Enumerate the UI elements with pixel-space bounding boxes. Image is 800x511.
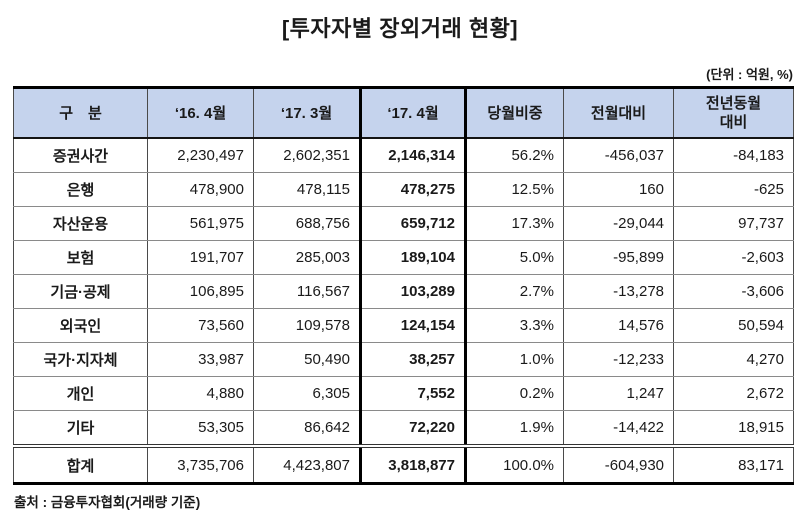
cell-yoy-change: 2,672 [673, 376, 794, 411]
cell-yoy-change: -3,606 [673, 274, 794, 309]
cell-apr2017: 124,154 [359, 308, 467, 343]
cell-share: 12.5% [465, 172, 564, 207]
cell-mom-change: -29,044 [563, 206, 674, 241]
row-label: 보험 [13, 240, 148, 275]
row-label: 외국인 [13, 308, 148, 343]
cell-share: 17.3% [465, 206, 564, 241]
cell-mar2017: 86,642 [253, 410, 361, 447]
cell-share: 0.2% [465, 376, 564, 411]
cell-apr2017: 103,289 [359, 274, 467, 309]
cell-apr2017: 7,552 [359, 376, 467, 411]
report-page: [투자자별 장외거래 현황] (단위 : 억원, %) 구 분 ‘16. 4월 … [0, 11, 800, 511]
total-row: 합계 3,735,706 4,423,807 3,818,877 100.0% … [13, 444, 794, 485]
row-label: 국가·지자체 [13, 342, 148, 377]
table-row-insurance: 보험 191,707 285,003 189,104 5.0% -95,899 … [13, 240, 794, 275]
table-row-government: 국가·지자체 33,987 50,490 38,257 1.0% -12,233… [13, 342, 794, 377]
cell-mar2017: 6,305 [253, 376, 361, 411]
cell-apr2016: 4,880 [147, 376, 254, 411]
cell-mom-change: -13,278 [563, 274, 674, 309]
table-row-others: 기타 53,305 86,642 72,220 1.9% -14,422 18,… [13, 410, 794, 447]
row-label: 자산운용 [13, 206, 148, 241]
table-row-banks: 은행 478,900 478,115 478,275 12.5% 160 -62… [13, 172, 794, 207]
cell-apr2017: 189,104 [359, 240, 467, 275]
cell-apr2016-total: 3,735,706 [147, 444, 254, 485]
col-header-apr2017-highlighted: ‘17. 4월 [359, 86, 467, 139]
row-label: 기금·공제 [13, 274, 148, 309]
cell-mom-change-total: -604,930 [563, 444, 674, 485]
col-header-mom-change: 전월대비 [563, 86, 674, 139]
cell-apr2017-total: 3,818,877 [359, 444, 467, 485]
cell-mom-change: -456,037 [563, 137, 674, 173]
cell-apr2017: 478,275 [359, 172, 467, 207]
table-row-foreigners: 외국인 73,560 109,578 124,154 3.3% 14,576 5… [13, 308, 794, 343]
cell-mar2017: 116,567 [253, 274, 361, 309]
cell-apr2016: 191,707 [147, 240, 254, 275]
row-label: 증권사간 [13, 137, 148, 173]
cell-yoy-change: -625 [673, 172, 794, 207]
cell-mom-change: -95,899 [563, 240, 674, 275]
col-header-mar2017: ‘17. 3월 [253, 86, 361, 139]
cell-apr2016: 73,560 [147, 308, 254, 343]
cell-mom-change: 160 [563, 172, 674, 207]
cell-apr2017: 72,220 [359, 410, 467, 447]
row-label: 기타 [13, 410, 148, 447]
cell-yoy-change: -84,183 [673, 137, 794, 173]
cell-mar2017: 50,490 [253, 342, 361, 377]
cell-share-total: 100.0% [465, 444, 564, 485]
cell-apr2016: 106,895 [147, 274, 254, 309]
cell-mom-change: 1,247 [563, 376, 674, 411]
unit-note: (단위 : 억원, %) [706, 67, 793, 82]
table-row-securities: 증권사간 2,230,497 2,602,351 2,146,314 56.2%… [13, 137, 794, 173]
cell-yoy-change: 50,594 [673, 308, 794, 343]
page-title: [투자자별 장외거래 현황] [281, 16, 519, 41]
cell-apr2016: 561,975 [147, 206, 254, 241]
table-row-individuals: 개인 4,880 6,305 7,552 0.2% 1,247 2,672 [13, 376, 794, 411]
cell-share: 56.2% [465, 137, 564, 173]
cell-apr2016: 478,900 [147, 172, 254, 207]
cell-mar2017: 285,003 [253, 240, 361, 275]
row-label: 은행 [13, 172, 148, 207]
cell-apr2016: 53,305 [147, 410, 254, 447]
cell-mar2017: 478,115 [253, 172, 361, 207]
cell-yoy-change-total: 83,171 [673, 444, 794, 485]
cell-share: 5.0% [465, 240, 564, 275]
col-header-category: 구 분 [13, 86, 148, 139]
table-row-asset-mgmt: 자산운용 561,975 688,756 659,712 17.3% -29,0… [13, 206, 794, 241]
cell-share: 1.0% [465, 342, 564, 377]
cell-share: 2.7% [465, 274, 564, 309]
cell-apr2016: 33,987 [147, 342, 254, 377]
cell-share: 1.9% [465, 410, 564, 447]
cell-mar2017: 688,756 [253, 206, 361, 241]
cell-share: 3.3% [465, 308, 564, 343]
cell-apr2016: 2,230,497 [147, 137, 254, 173]
table-row-funds-mutual: 기금·공제 106,895 116,567 103,289 2.7% -13,2… [13, 274, 794, 309]
cell-apr2017: 2,146,314 [359, 137, 467, 173]
row-label: 개인 [13, 376, 148, 411]
cell-yoy-change: 18,915 [673, 410, 794, 447]
cell-mom-change: 14,576 [563, 308, 674, 343]
cell-mar2017: 109,578 [253, 308, 361, 343]
col-header-apr2016: ‘16. 4월 [147, 86, 254, 139]
cell-yoy-change: -2,603 [673, 240, 794, 275]
cell-mom-change: -12,233 [563, 342, 674, 377]
row-label-total: 합계 [13, 444, 148, 485]
otc-trading-table: 구 분 ‘16. 4월 ‘17. 3월 ‘17. 4월 당월비중 전월대비 전년… [13, 86, 794, 485]
cell-mar2017-total: 4,423,807 [253, 444, 361, 485]
col-header-month-share: 당월비중 [465, 86, 564, 139]
source-note: 출처 : 금융투자협회(거래량 기준) [14, 495, 201, 510]
cell-apr2017: 659,712 [359, 206, 467, 241]
cell-mar2017: 2,602,351 [253, 137, 361, 173]
cell-apr2017: 38,257 [359, 342, 467, 377]
cell-yoy-change: 4,270 [673, 342, 794, 377]
col-header-yoy-change: 전년동월 대비 [673, 86, 794, 139]
cell-yoy-change: 97,737 [673, 206, 794, 241]
cell-mom-change: -14,422 [563, 410, 674, 447]
header-row: 구 분 ‘16. 4월 ‘17. 3월 ‘17. 4월 당월비중 전월대비 전년… [13, 86, 794, 139]
